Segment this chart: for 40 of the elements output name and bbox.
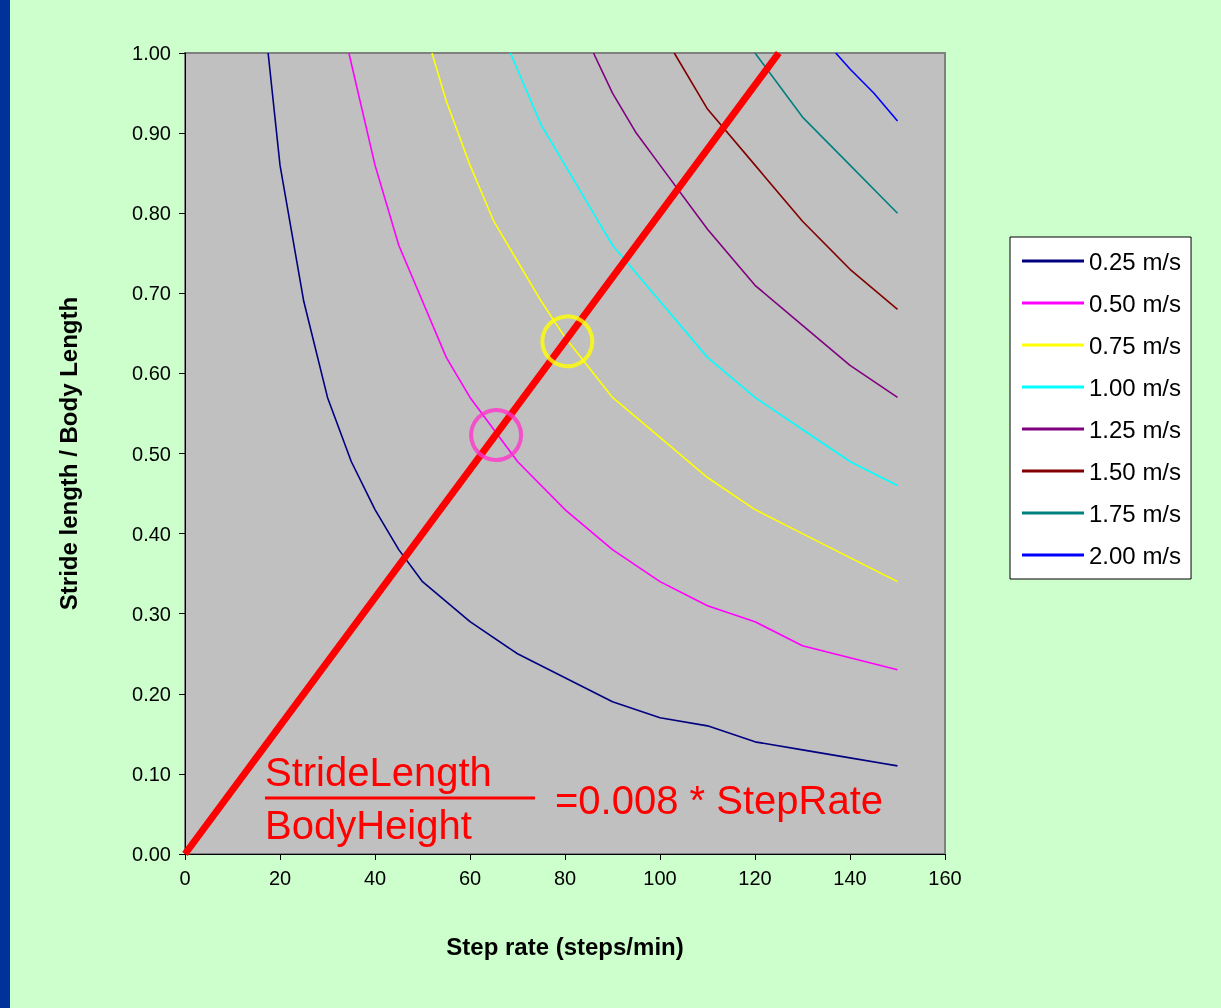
line-series [348, 52, 899, 671]
x-tick-label: 100 [643, 867, 677, 889]
line-series [673, 52, 899, 311]
legend-label: 0.75 m/s [1089, 331, 1182, 359]
x-tick-label: 60 [458, 867, 482, 889]
x-tick-label: 80 [553, 867, 577, 889]
y-tick-label: 0.00 [132, 843, 171, 865]
legend-label: 0.25 m/s [1089, 247, 1182, 275]
y-axis-title: Stride length / Body Length [54, 296, 82, 611]
y-tick-label: 0.90 [132, 122, 171, 145]
legend-label: 2.00 m/s [1089, 541, 1182, 569]
line-series [834, 52, 899, 122]
legend-label: 1.00 m/s [1089, 373, 1182, 401]
legend-label: 1.25 m/s [1089, 415, 1182, 443]
line-series [431, 52, 899, 583]
legend-label: 1.50 m/s [1089, 457, 1182, 485]
y-tick-label: 0.60 [132, 362, 171, 385]
x-tick-label: 120 [738, 867, 772, 889]
line-series [592, 52, 899, 399]
x-axis-title: Step rate (steps/min) [446, 932, 684, 960]
legend-label: 1.75 m/s [1089, 499, 1182, 527]
line-series [509, 52, 899, 487]
annotation: =0.008 * StepRate [555, 778, 884, 822]
legend-label: 0.50 m/s [1089, 289, 1182, 317]
y-tick-label: 0.80 [132, 202, 171, 225]
annotation: BodyHeight [265, 803, 472, 847]
y-tick-label: 0.20 [132, 682, 171, 705]
y-tick-label: 0.50 [132, 442, 171, 465]
x-tick-label: 20 [268, 867, 292, 889]
y-tick-label: 1.00 [132, 42, 171, 64]
x-tick-label: 140 [833, 867, 867, 889]
y-tick-label: 0.40 [132, 522, 171, 545]
y-tick-label: 0.70 [132, 282, 171, 305]
x-tick-label: 0 [179, 867, 191, 889]
y-tick-label: 0.30 [132, 602, 171, 625]
line-series [754, 52, 899, 214]
y-tick-label: 0.10 [132, 762, 171, 785]
x-tick-label: 40 [363, 867, 387, 889]
annotation: StrideLength [265, 750, 492, 794]
x-tick-label: 160 [928, 867, 962, 889]
